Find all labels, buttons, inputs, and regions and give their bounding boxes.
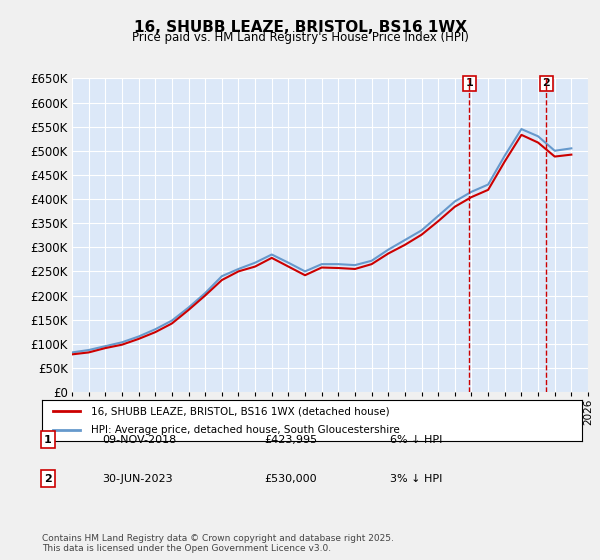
Text: £423,995: £423,995 xyxy=(264,435,317,445)
Text: £530,000: £530,000 xyxy=(264,474,317,484)
Text: Contains HM Land Registry data © Crown copyright and database right 2025.
This d: Contains HM Land Registry data © Crown c… xyxy=(42,534,394,553)
Text: 2: 2 xyxy=(542,78,550,88)
Text: 2: 2 xyxy=(44,474,52,484)
Text: Price paid vs. HM Land Registry's House Price Index (HPI): Price paid vs. HM Land Registry's House … xyxy=(131,31,469,44)
Text: 1: 1 xyxy=(465,78,473,88)
Text: 09-NOV-2018: 09-NOV-2018 xyxy=(102,435,176,445)
Text: 3% ↓ HPI: 3% ↓ HPI xyxy=(390,474,442,484)
Text: 6% ↓ HPI: 6% ↓ HPI xyxy=(390,435,442,445)
Text: 1: 1 xyxy=(44,435,52,445)
Text: HPI: Average price, detached house, South Gloucestershire: HPI: Average price, detached house, Sout… xyxy=(91,425,400,435)
Text: 16, SHUBB LEAZE, BRISTOL, BS16 1WX: 16, SHUBB LEAZE, BRISTOL, BS16 1WX xyxy=(133,20,467,35)
Text: 16, SHUBB LEAZE, BRISTOL, BS16 1WX (detached house): 16, SHUBB LEAZE, BRISTOL, BS16 1WX (deta… xyxy=(91,407,389,416)
Text: 30-JUN-2023: 30-JUN-2023 xyxy=(102,474,173,484)
